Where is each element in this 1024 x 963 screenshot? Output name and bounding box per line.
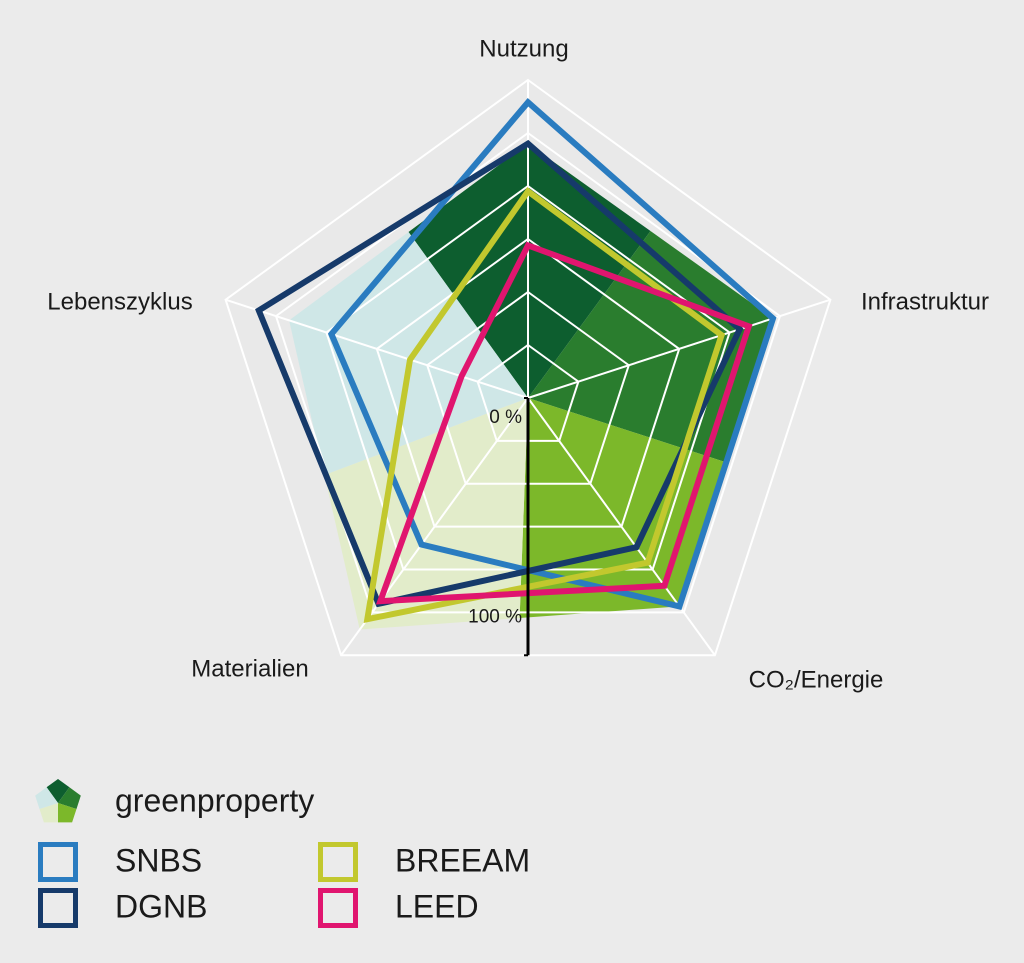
grid-spoke <box>340 397 529 656</box>
grid-spoke <box>225 298 529 399</box>
grid-spoke <box>527 298 831 399</box>
legend-swatch <box>38 842 78 882</box>
axis-label: CO₂/Energie <box>749 666 884 693</box>
legend-label: BREEAM <box>395 842 530 878</box>
area-sector <box>289 232 528 475</box>
legend-swatch <box>58 803 77 823</box>
legend-swatch <box>39 803 58 823</box>
area-sector <box>408 143 651 398</box>
axis-label: Infrastruktur <box>861 288 989 315</box>
series-line <box>363 187 726 623</box>
legend-swatch <box>35 787 58 809</box>
grid-spoke <box>527 397 716 656</box>
series-line <box>255 139 744 608</box>
tick-label: 100 % <box>468 606 522 627</box>
legend-swatch <box>318 842 358 882</box>
axis-label: Materialien <box>191 655 308 682</box>
tick-label: 0 % <box>489 407 522 428</box>
legend-swatch <box>58 787 81 809</box>
series-line <box>375 241 753 605</box>
legend-label: LEED <box>395 888 479 924</box>
legend-label: DGNB <box>115 888 207 924</box>
series-line <box>327 98 777 610</box>
legend-label: greenproperty <box>115 782 314 818</box>
axis-label: Nutzung <box>479 35 568 62</box>
legend-swatch <box>38 888 78 928</box>
area-sector <box>528 231 773 463</box>
legend-label: SNBS <box>115 842 202 878</box>
legend-icon <box>35 779 81 823</box>
legend-swatch <box>46 779 70 803</box>
legend-swatch <box>318 888 358 928</box>
axis-label: Lebenszyklus <box>47 288 192 315</box>
